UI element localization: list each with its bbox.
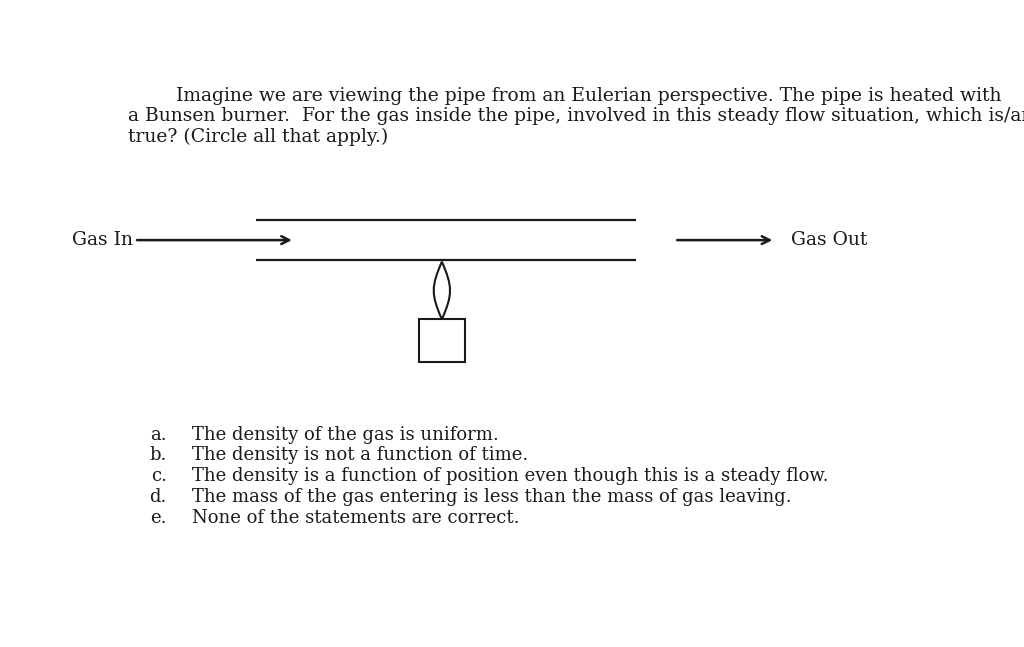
- Text: e.: e.: [151, 509, 167, 527]
- Text: The density of the gas is uniform.: The density of the gas is uniform.: [191, 426, 499, 444]
- Text: c.: c.: [151, 467, 167, 485]
- Text: None of the statements are correct.: None of the statements are correct.: [191, 509, 519, 527]
- Text: Imagine we are viewing the pipe from an Eulerian perspective. The pipe is heated: Imagine we are viewing the pipe from an …: [128, 87, 1001, 105]
- Text: Gas Out: Gas Out: [791, 231, 867, 249]
- Text: a.: a.: [151, 426, 167, 444]
- Text: d.: d.: [150, 488, 167, 506]
- Text: true? (Circle all that apply.): true? (Circle all that apply.): [128, 127, 388, 146]
- Text: The mass of the gas entering is less than the mass of gas leaving.: The mass of the gas entering is less tha…: [191, 488, 792, 506]
- Bar: [419, 320, 465, 362]
- Text: The density is not a function of time.: The density is not a function of time.: [191, 446, 527, 465]
- Text: b.: b.: [150, 446, 167, 465]
- Text: a Bunsen burner.  For the gas inside the pipe, involved in this steady flow situ: a Bunsen burner. For the gas inside the …: [128, 107, 1024, 126]
- Text: The density is a function of position even though this is a steady flow.: The density is a function of position ev…: [191, 467, 828, 485]
- Text: Gas In: Gas In: [72, 231, 133, 249]
